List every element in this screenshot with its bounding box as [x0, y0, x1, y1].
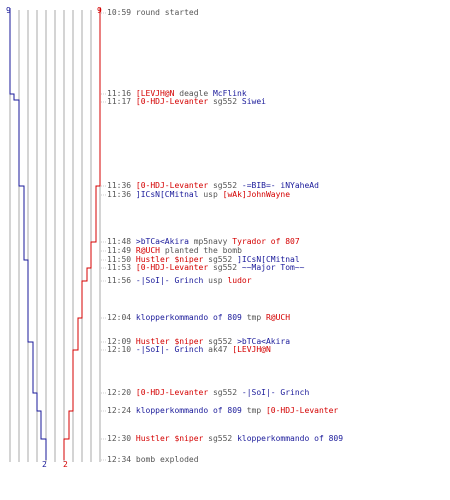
event-row: 11:48 >bTCa<Akira mp5navy Tyrador of 807	[107, 237, 300, 246]
event-time: 11:48	[107, 237, 136, 246]
event-action: sg552	[203, 255, 238, 264]
event-time: 12:10	[107, 345, 136, 354]
event-row: 10:59 round started	[107, 8, 199, 17]
event-action: usp	[203, 276, 228, 285]
player-name: >bTCa<Akira	[237, 337, 291, 346]
player-name: [LEVJH@N	[232, 345, 271, 354]
event-row: 11:36 ]ICsN[CMitnal usp [wAk]JohnWayne	[107, 190, 290, 199]
event-action: sg552	[208, 181, 242, 190]
event-row: 12:09 Hustler $niper sg552 >bTCa<Akira	[107, 337, 290, 346]
event-row: 11:56 -|SoI|- Grinch usp ludor	[107, 276, 252, 285]
player-name: klopperkommando of 809	[135, 406, 242, 415]
event-time: 12:04	[107, 313, 136, 322]
event-action: sg552	[208, 97, 242, 106]
player-name: [0-HDJ-Levanter	[265, 406, 339, 415]
event-action: bomb exploded	[135, 455, 199, 464]
event-time: 10:59	[107, 8, 136, 17]
player-name: R@UCH	[265, 313, 291, 322]
player-name: McFlink	[212, 89, 247, 98]
player-name: klopperkommando of 809	[237, 434, 344, 443]
player-name: -|SoI|- Grinch	[135, 276, 204, 285]
player-name: >bTCa<Akira	[135, 237, 189, 246]
event-row: 12:24 klopperkommando of 809 tmp [0-HDJ-…	[107, 406, 338, 415]
event-action: planted the bomb	[160, 246, 242, 255]
player-name: Hustler $niper	[135, 255, 204, 264]
event-row: 11:53 [0-HDJ-Levanter sg552 ~~Major Tom~…	[107, 263, 305, 272]
event-time: 11:16	[107, 89, 136, 98]
event-row: 12:10 -|SoI|- Grinch ak47 [LEVJH@N	[107, 345, 271, 354]
player-name: ludor	[227, 276, 252, 285]
player-name: [0-HDJ-Levanter	[135, 97, 209, 106]
player-name: Siwei	[241, 97, 266, 106]
player-name: ]ICsN[CMitnal	[237, 255, 300, 264]
player-name: klopperkommando of 809	[135, 313, 242, 322]
event-row: 12:30 Hustler $niper sg552 klopperkomman…	[107, 434, 343, 443]
player-name: -|SoI|- Grinch	[241, 388, 310, 397]
player-name: ~~Major Tom~~	[241, 263, 305, 272]
t-end-count: 2	[63, 460, 68, 469]
player-name: [0-HDJ-Levanter	[135, 181, 209, 190]
player-name: [LEVJH@N	[135, 89, 175, 98]
player-name: [0-HDJ-Levanter	[135, 263, 209, 272]
event-action: tmp	[241, 406, 266, 415]
event-time: 11:17	[107, 97, 136, 106]
event-row: 12:34 bomb exploded	[107, 455, 199, 464]
player-name: [0-HDJ-Levanter	[135, 388, 209, 397]
event-action: tmp	[241, 313, 266, 322]
t-alive-line	[63, 8, 101, 460]
ct-end-count: 2	[42, 460, 47, 469]
event-action: mp5navy	[188, 237, 233, 246]
player-name: R@UCH	[135, 246, 160, 255]
event-time: 12:09	[107, 337, 136, 346]
player-name: Tyrador of 807	[232, 237, 300, 246]
t-start-count: 9	[97, 6, 102, 15]
event-action: ak47	[203, 345, 233, 354]
event-row: 12:04 klopperkommando of 809 tmp R@UCH	[107, 313, 290, 322]
event-time: 11:36	[107, 190, 136, 199]
event-time: 12:20	[107, 388, 136, 397]
ct-start-count: 9	[6, 6, 11, 15]
player-name: Hustler $niper	[135, 337, 204, 346]
ct-alive-line	[9, 8, 47, 460]
event-time: 11:49	[107, 246, 136, 255]
event-time: 12:34	[107, 455, 136, 464]
player-name: ]ICsN[CMitnal	[135, 190, 199, 199]
event-row: 11:17 [0-HDJ-Levanter sg552 Siwei	[107, 97, 266, 106]
event-action: sg552	[208, 263, 242, 272]
event-time: 12:24	[107, 406, 136, 415]
player-name: -|SoI|- Grinch	[135, 345, 204, 354]
player-name: [wAk]JohnWayne	[222, 190, 291, 199]
event-action: sg552	[203, 337, 238, 346]
event-row: 11:36 [0-HDJ-Levanter sg552 -=BIB=- iNYa…	[107, 181, 319, 190]
event-action: usp	[198, 190, 223, 199]
player-name: Hustler $niper	[135, 434, 204, 443]
event-time: 11:53	[107, 263, 136, 272]
event-row: 12:20 [0-HDJ-Levanter sg552 -|SoI|- Grin…	[107, 388, 309, 397]
event-action: round started	[135, 8, 199, 17]
event-action: sg552	[203, 434, 238, 443]
event-time: 11:50	[107, 255, 136, 264]
event-row: 11:49 R@UCH planted the bomb	[107, 246, 242, 255]
event-time: 11:56	[107, 276, 136, 285]
event-row: 11:16 [LEVJH@N deagle McFlink	[107, 89, 247, 98]
event-time: 12:30	[107, 434, 136, 443]
event-time: 11:36	[107, 181, 136, 190]
event-row: 11:50 Hustler $niper sg552 ]ICsN[CMitnal	[107, 255, 300, 264]
event-action: sg552	[208, 388, 242, 397]
player-name: -=BIB=- iNYaheAd	[241, 181, 319, 190]
event-action: deagle	[174, 89, 213, 98]
